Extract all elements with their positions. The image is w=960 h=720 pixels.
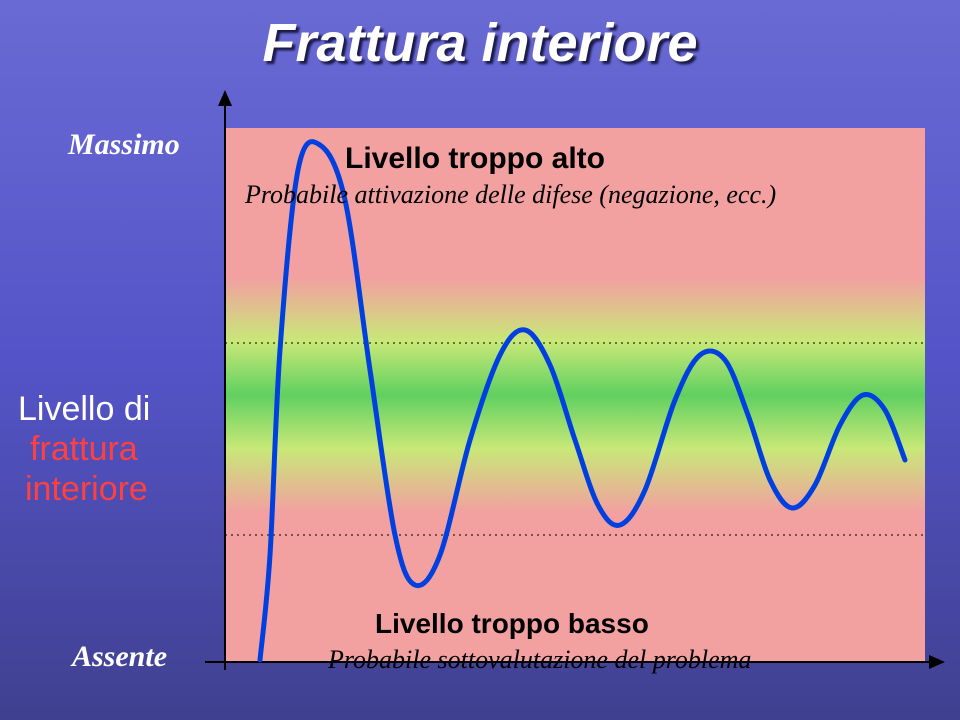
- slide-title: Frattura interiore: [0, 12, 960, 74]
- label-low-title: Livello troppo basso: [375, 608, 649, 640]
- label-interiore: interiore: [25, 470, 148, 509]
- label-frattura: frattura: [30, 430, 138, 469]
- label-low-sub: Probabile sottovalutazione del problema: [328, 645, 751, 675]
- slide-root: Frattura interiore Massimo Livello di fr…: [0, 0, 960, 720]
- label-massimo: Massimo: [68, 128, 180, 162]
- label-livello-di: Livello di: [18, 390, 150, 429]
- label-high-title: Livello troppo alto: [345, 142, 605, 176]
- label-high-sub: Probabile attivazione delle difese (nega…: [245, 180, 776, 210]
- label-assente: Assente: [72, 640, 167, 674]
